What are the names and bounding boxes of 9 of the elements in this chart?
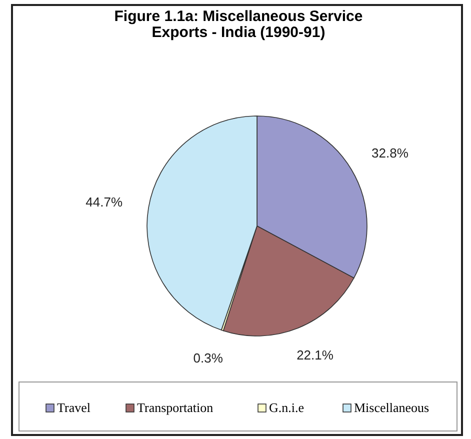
data-label: 32.8% xyxy=(372,146,409,161)
legend-label: Miscellaneous xyxy=(354,400,430,415)
chart-title: Figure 1.1a: Miscellaneous Service Exports - India (1990-91) xyxy=(114,8,363,41)
legend-label: G.n.i.e xyxy=(269,400,304,415)
legend-label: Transportation xyxy=(137,400,214,415)
data-label: 44.7% xyxy=(86,194,123,210)
data-label: 0.3% xyxy=(193,350,224,366)
legend-label: Travel xyxy=(57,400,91,415)
data-label: 22.1% xyxy=(296,347,334,362)
